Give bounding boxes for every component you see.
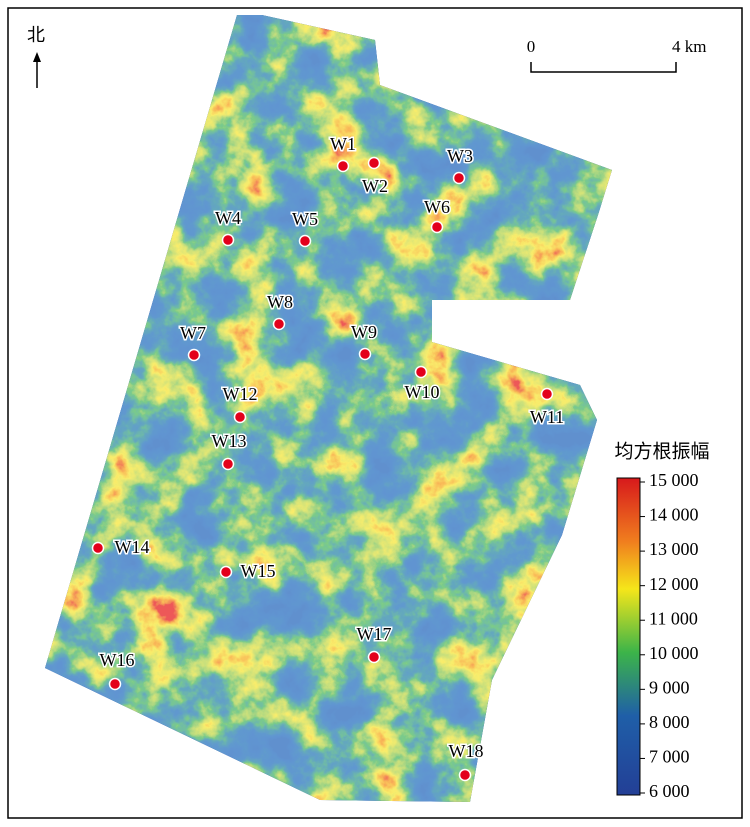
colorbar-tick-label: 11 000 (649, 608, 698, 628)
well-label: W17 (357, 624, 392, 644)
well-marker (221, 457, 235, 471)
well-label: W3 (447, 146, 473, 166)
well-label: W7 (180, 323, 206, 343)
frame (7, 7, 743, 819)
well-label: W15 (241, 561, 276, 581)
well-label: W18 (449, 741, 484, 761)
well-label: W12 (223, 384, 258, 404)
colorbar-tick-label: 12 000 (649, 574, 699, 594)
well-label: W2 (362, 176, 388, 196)
colorbar-tick-label: 14 000 (649, 505, 699, 525)
well-marker (367, 156, 381, 170)
well-marker (367, 650, 381, 664)
well-marker (336, 159, 350, 173)
scale-bar (530, 62, 677, 73)
colorbar-tick-label: 13 000 (649, 539, 699, 559)
colorbar-tick-label: 6 000 (649, 781, 690, 801)
well-marker (91, 541, 105, 555)
colorbar-tick-label: 7 000 (649, 747, 690, 767)
well-marker (430, 220, 444, 234)
colorbar-tick-label: 10 000 (649, 643, 699, 663)
north-arrowhead (33, 52, 41, 62)
colorbar-tick-label: 15 000 (649, 470, 699, 490)
well-marker (187, 348, 201, 362)
legend-title: 均方根振幅 (614, 440, 709, 462)
well-marker (219, 565, 233, 579)
well-label: W4 (215, 208, 241, 228)
well-marker (540, 387, 554, 401)
well-label: W16 (100, 650, 135, 670)
colorbar-tick-label: 8 000 (649, 712, 690, 732)
well-marker (298, 234, 312, 248)
well-marker (452, 171, 466, 185)
well-marker (458, 768, 472, 782)
well-label: W6 (424, 197, 450, 217)
well-label: W14 (115, 537, 150, 557)
colorbar (616, 477, 641, 796)
scale-label: 4 km (672, 37, 706, 56)
well-label: W9 (351, 322, 377, 342)
colorbar-tick-label: 9 000 (649, 677, 690, 697)
well-marker (221, 233, 235, 247)
well-label: W10 (405, 382, 440, 402)
scale-label: 0 (527, 37, 536, 56)
well-marker (108, 677, 122, 691)
well-marker (233, 410, 247, 424)
well-label: W8 (267, 292, 293, 312)
well-marker (272, 317, 286, 331)
well-label: W5 (292, 209, 318, 229)
well-marker (358, 347, 372, 361)
well-label: W13 (212, 431, 247, 451)
north-label: 北 (27, 25, 45, 45)
well-label: W1 (330, 134, 356, 154)
well-marker (414, 365, 428, 379)
well-label: W11 (530, 407, 564, 427)
